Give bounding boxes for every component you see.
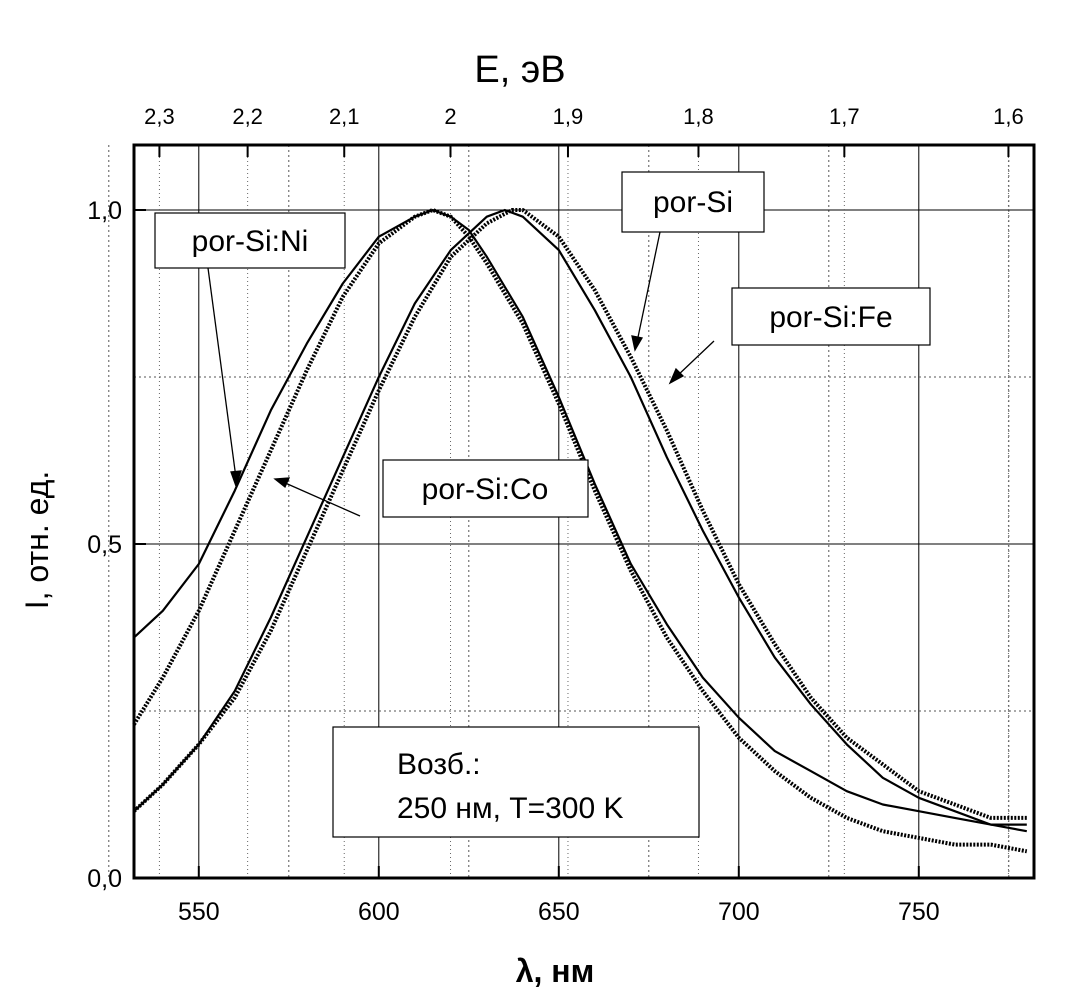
- y-tick-label: 1,0: [87, 197, 122, 225]
- x-tick-label: 550: [178, 898, 220, 926]
- svg-text:por-Si:Co: por-Si:Co: [422, 473, 549, 506]
- x2-tick-label: 1,6: [993, 104, 1024, 129]
- y-axis-title: I, отн. ед.: [19, 471, 55, 610]
- svg-text:por-Si: por-Si: [653, 186, 733, 219]
- series-line-por-si-co: [132, 208, 1028, 854]
- label-por-si: por-Si: [621, 171, 765, 233]
- annotation-arrows: [207, 231, 715, 517]
- series-line-por-si: [133, 208, 1027, 833]
- svg-text:250 нм, T=300 K: 250 нм, T=300 K: [397, 792, 624, 825]
- excitation-note: Возб.: 250 нм, T=300 K: [332, 726, 700, 838]
- series-layer: [132, 208, 1028, 854]
- plot-frame: [132, 143, 1036, 880]
- y-tick-label: 0,0: [87, 865, 122, 893]
- label-por-si-fe: por-Si:Fe: [731, 287, 931, 346]
- x2-tick-label: 2: [444, 104, 456, 129]
- series-line-por-si-fe: [132, 208, 1027, 820]
- svg-text:por-Si:Ni: por-Si:Ni: [192, 225, 309, 258]
- y-tick-label: 0,5: [87, 531, 122, 559]
- x2-tick-label: 1,7: [829, 104, 860, 129]
- x2-tick-label: 2,3: [144, 104, 175, 129]
- grid: [108, 145, 1034, 879]
- label-por-si-co: por-Si:Co: [382, 459, 589, 518]
- label-por-si-ni: por-Si:Ni: [154, 212, 346, 269]
- x-tick-label: 650: [538, 898, 580, 926]
- x2-tick-label: 2,1: [329, 104, 360, 129]
- svg-text:Возб.:: Возб.:: [397, 748, 481, 781]
- x-tick-label: 700: [718, 898, 760, 926]
- x2-axis-title: E, эВ: [474, 49, 565, 91]
- svg-text:por-Si:Fe: por-Si:Fe: [769, 301, 892, 334]
- x2-tick-label: 1,9: [553, 104, 584, 129]
- x-axis-title: λ, нм: [516, 953, 595, 989]
- ticks: 550 600 650 700 750 0,0 0,5 1,0 2,3 2,2 2,1 2 1,9 1,8…: [87, 104, 1024, 926]
- series-line-por-si-ni: [133, 208, 1027, 826]
- x-tick-label: 600: [358, 898, 400, 926]
- x-tick-label: 750: [898, 898, 940, 926]
- x2-tick-label: 2,2: [232, 104, 263, 129]
- x2-tick-label: 1,8: [683, 104, 714, 129]
